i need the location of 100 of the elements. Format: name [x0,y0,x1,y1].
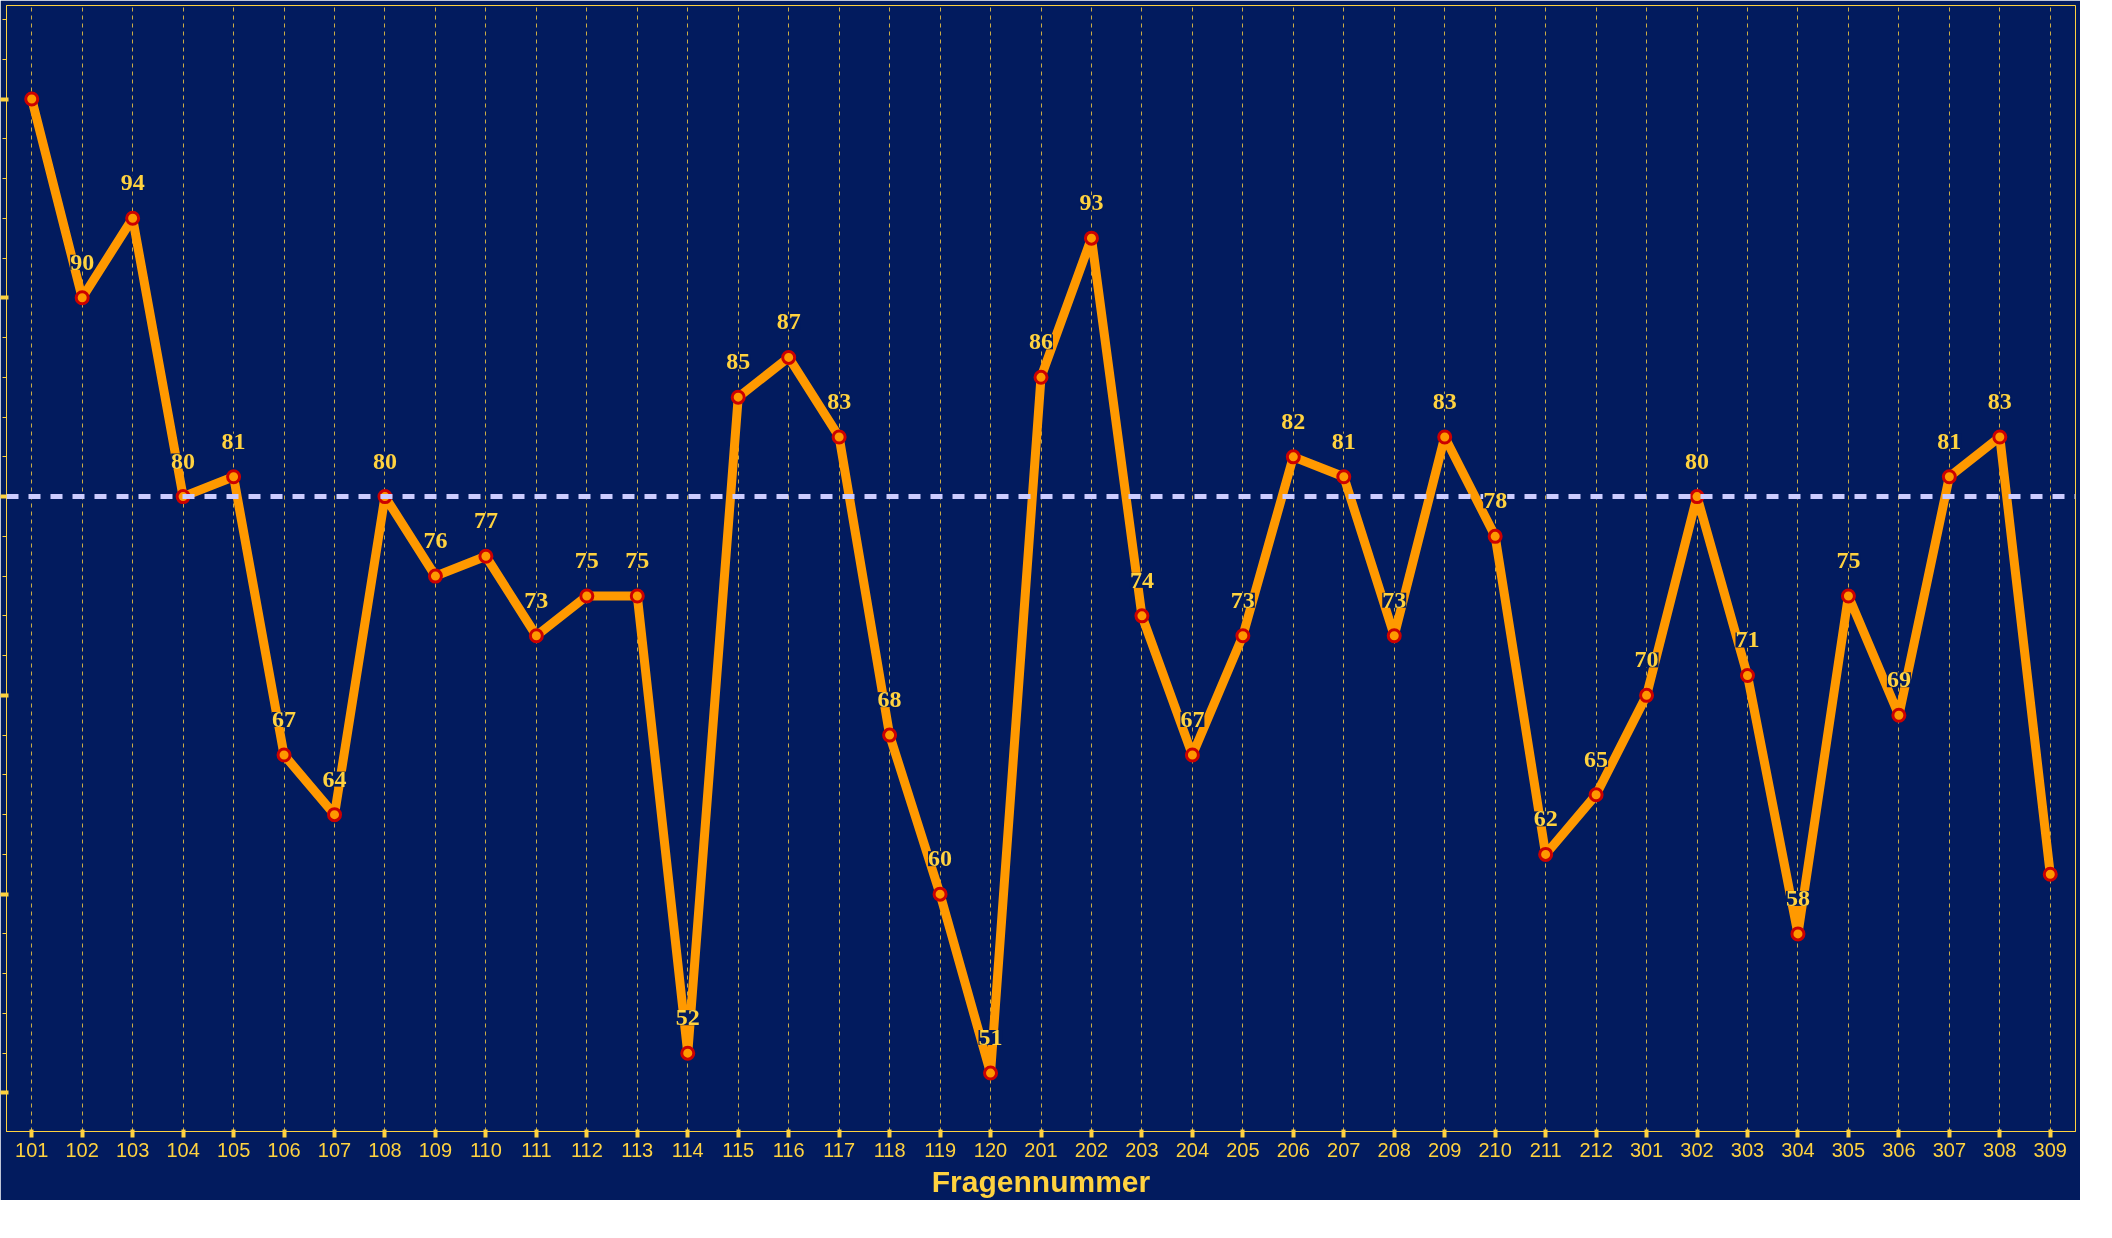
x-tick-label: 105 [216,1138,251,1161]
point [1386,628,1402,644]
point [1487,528,1503,544]
point [1134,608,1150,624]
x-tick-label: 103 [115,1138,150,1161]
data-label: 67 [1180,706,1205,732]
data-label: 71 [1735,626,1760,653]
point [74,290,90,306]
point [1538,846,1554,862]
data-label: 64 [322,765,347,792]
point [1437,429,1453,445]
point [730,389,746,405]
x-tick-label: 302 [1680,1138,1714,1161]
point [1033,369,1049,385]
data-label: 83 [827,387,852,414]
x-tick-label: 119 [924,1138,957,1161]
data-label: 65 [1584,745,1609,772]
point [24,91,40,107]
x-tick-label: 120 [973,1138,1008,1161]
x-tick-label: 304 [1781,1138,1815,1161]
data-label: 70 [1634,646,1659,673]
x-tick-label: 210 [1478,1138,1512,1161]
data-label: 78 [1483,487,1508,514]
data-label: 74 [1129,566,1154,593]
data-label: 94 [120,169,145,196]
data-label: 75 [625,546,650,573]
point [579,588,595,604]
data-label: 81 [1331,427,1356,454]
point [1739,668,1755,683]
x-tick-label: 308 [1983,1138,2017,1161]
point [1891,707,1907,723]
point [781,349,797,365]
point [1285,449,1301,465]
point [528,628,544,644]
data-label: 77 [473,507,498,534]
point [327,807,343,823]
x-tick-label: 108 [368,1138,402,1161]
point [1083,230,1099,246]
point [226,469,242,485]
x-tick-label: 205 [1226,1138,1260,1161]
x-tick-label: 306 [1882,1138,1916,1161]
data-label: 80 [372,447,397,474]
point [831,429,847,445]
point [1790,926,1806,942]
data-label: 58 [1785,884,1810,911]
data-label: 75 [574,546,599,573]
point [882,727,898,743]
point [629,588,645,604]
x-tick-label: 116 [772,1138,805,1161]
x-tick-label: 109 [418,1138,453,1161]
point [680,1045,696,1061]
point [427,568,443,584]
point [1639,687,1655,703]
x-tick-label: 211 [1529,1138,1562,1161]
x-tick-label: 114 [671,1138,704,1161]
data-label: 81 [1937,427,1962,454]
point [1336,469,1352,485]
x-tick-label: 305 [1831,1138,1866,1161]
x-tick-label: 209 [1428,1138,1462,1161]
point [983,1065,999,1081]
x-tick-label: 301 [1629,1138,1664,1161]
data-label: 80 [1685,447,1710,474]
data-label: 80 [171,447,196,474]
data-label: 73 [524,586,549,613]
x-tick-label: 303 [1730,1138,1765,1161]
x-tick-label: 113 [621,1138,654,1161]
x-tick-label: 207 [1327,1138,1361,1161]
x-tick-label: 212 [1579,1138,1613,1161]
point [2042,866,2058,882]
data-label: 75 [1836,546,1861,573]
x-tick-label: 202 [1074,1138,1109,1161]
data-label: 52 [675,1004,700,1031]
x-tick-label: 101 [15,1138,49,1161]
x-tick-label: 206 [1276,1138,1311,1161]
point [276,747,292,763]
x-tick-label: 309 [2033,1138,2067,1161]
x-tick-label: 203 [1125,1138,1159,1161]
data-label: 68 [877,686,902,713]
x-tick-label: 102 [65,1138,99,1161]
point [1840,588,1856,604]
data-label: 83 [1432,387,1457,414]
x-tick-label: 111 [521,1138,552,1161]
data-label: 76 [423,527,448,554]
point [1588,787,1604,803]
data-label: 73 [1382,586,1407,613]
point [478,548,494,564]
x-tick-label: 118 [873,1138,906,1161]
x-axis-title: Fragennummer [931,1164,1151,1198]
data-label: 81 [221,427,246,454]
x-tick-label: 112 [570,1138,603,1161]
data-label: 69 [1886,666,1911,693]
x-tick-label: 201 [1024,1138,1058,1161]
x-tick-label: 307 [1932,1138,1967,1161]
x-tick-label: 204 [1175,1138,1210,1161]
data-label: 86 [1029,328,1053,355]
data-label: 85 [726,348,751,375]
point [125,210,141,226]
x-tick-label: 107 [317,1138,352,1161]
x-tick-label: 117 [823,1138,856,1161]
data-label: 60 [928,845,953,872]
